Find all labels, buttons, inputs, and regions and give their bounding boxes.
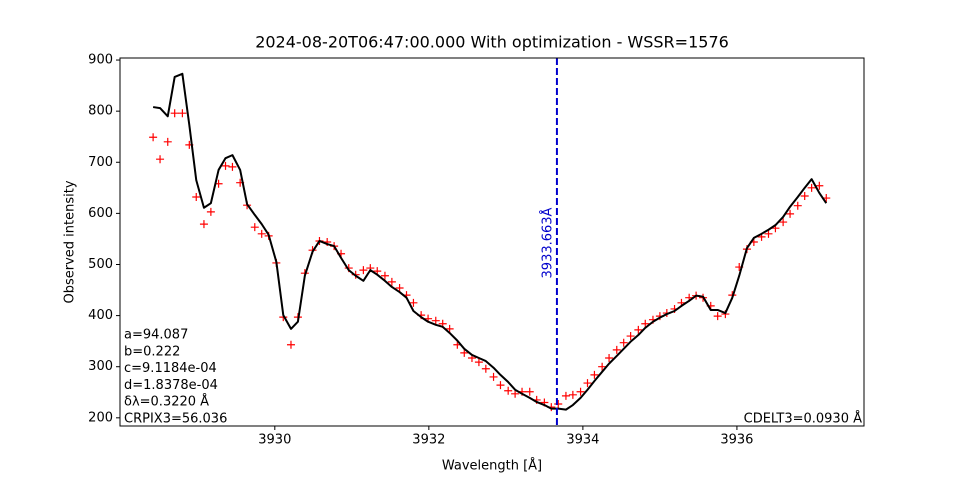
marker <box>764 229 773 238</box>
marker <box>713 312 722 321</box>
annotation: CRPIX3=56.036 <box>124 412 227 427</box>
marker <box>228 162 237 171</box>
annotation: δλ=0.3220 Å <box>124 394 209 410</box>
annotation: d=1.8378e-04 <box>124 378 218 393</box>
marker <box>257 229 266 238</box>
y-tick-label: 400 <box>88 308 113 323</box>
x-tick-label: 3936 <box>720 433 753 448</box>
annotation: CDELT3=0.0930 Å <box>744 411 862 427</box>
marker <box>786 209 795 218</box>
marker <box>583 379 592 388</box>
reference-label: 3933.663Å <box>539 207 555 278</box>
marker <box>807 183 816 192</box>
marker <box>489 372 498 381</box>
y-tick-label: 200 <box>88 410 113 425</box>
marker <box>554 400 563 409</box>
marker <box>460 348 469 357</box>
marker <box>178 109 187 118</box>
marker <box>286 340 295 349</box>
marker <box>626 332 635 341</box>
marker <box>779 218 788 227</box>
marker <box>815 181 824 190</box>
marker <box>568 390 577 399</box>
marker <box>504 386 513 395</box>
marker <box>395 284 404 292</box>
marker <box>170 109 179 118</box>
marker <box>163 137 172 146</box>
marker <box>496 381 505 390</box>
marker <box>387 277 396 286</box>
marker <box>206 207 215 216</box>
marker <box>149 133 158 142</box>
x-axis-label: Wavelength [Å] <box>442 458 542 474</box>
y-tick-label: 900 <box>88 53 113 68</box>
plot-frame <box>119 57 865 427</box>
annotation: c=9.1184e-04 <box>124 361 217 376</box>
marker <box>409 298 418 307</box>
marker <box>561 391 570 400</box>
annotation: b=0.222 <box>124 344 180 359</box>
marker <box>192 193 201 202</box>
chart-title: 2024-08-20T06:47:00.000 With optimizatio… <box>255 33 729 52</box>
y-tick-label: 300 <box>88 359 113 374</box>
marker <box>612 345 621 354</box>
marker <box>576 387 585 396</box>
x-tick-label: 3930 <box>258 433 291 448</box>
marker <box>221 161 230 170</box>
marker <box>800 192 809 200</box>
marker <box>431 316 440 325</box>
marker <box>793 201 802 210</box>
model-line <box>152 72 828 411</box>
marker <box>156 155 165 164</box>
x-tick-label: 3932 <box>412 433 445 448</box>
marker <box>481 364 490 373</box>
y-tick-label: 800 <box>88 104 113 119</box>
y-tick-label: 500 <box>88 257 113 272</box>
marker <box>605 354 614 363</box>
marker <box>619 338 628 347</box>
marker <box>250 223 259 232</box>
marker <box>474 358 483 367</box>
marker <box>598 362 607 371</box>
y-axis-label: Observed intensity <box>63 180 78 303</box>
marker <box>634 325 643 334</box>
x-tick-label: 3934 <box>566 433 599 448</box>
marker <box>511 389 520 398</box>
marker <box>525 387 534 396</box>
marker <box>359 266 368 275</box>
marker <box>199 220 208 229</box>
y-tick-label: 600 <box>88 206 113 221</box>
annotation: a=94.087 <box>124 328 188 343</box>
y-tick-label: 700 <box>88 155 113 170</box>
marker <box>590 370 599 379</box>
marker <box>641 319 650 328</box>
marker <box>380 271 389 280</box>
marker <box>445 324 454 333</box>
